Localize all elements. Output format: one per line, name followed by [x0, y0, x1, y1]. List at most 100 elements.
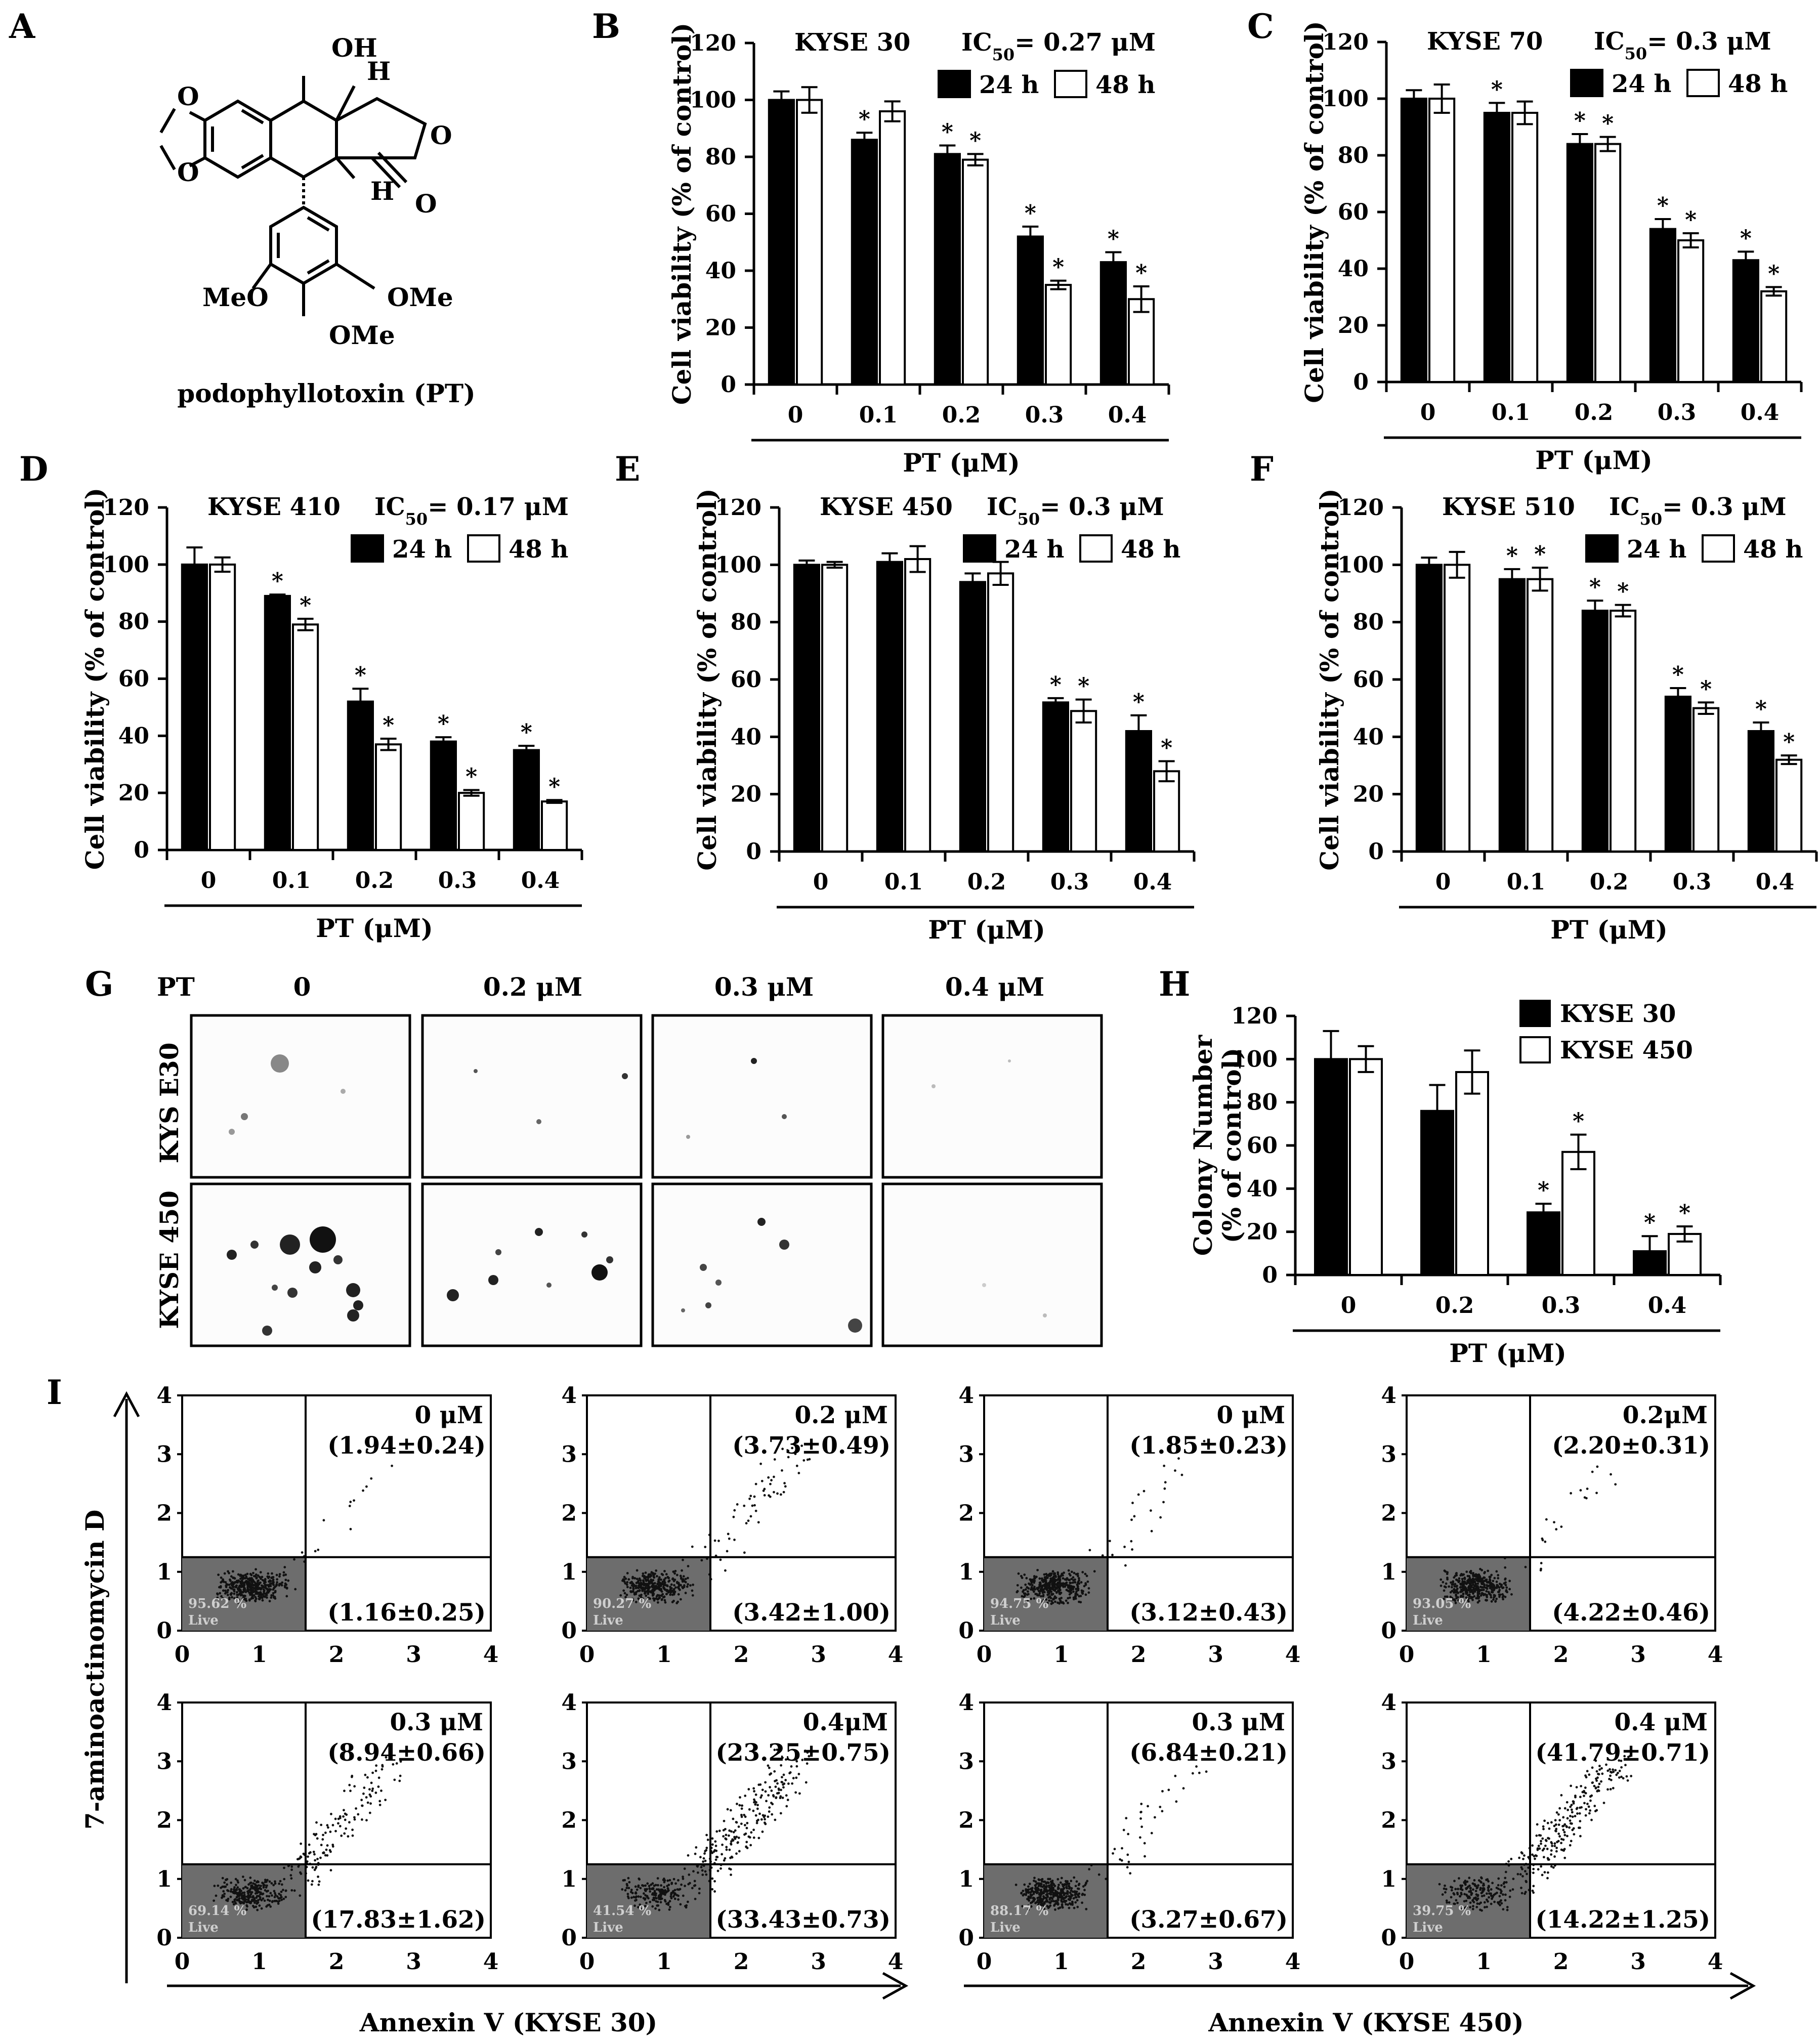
flow-y-tick-label: 4	[156, 1383, 172, 1409]
flow-event-dot	[660, 1572, 663, 1575]
flow-event-dot	[1563, 1830, 1566, 1834]
flow-live-label: Live	[990, 1613, 1021, 1628]
flow-event-dot	[1060, 1597, 1063, 1599]
flow-event-dot	[632, 1586, 635, 1588]
flow-event-dot	[1510, 1593, 1513, 1596]
flow-event-dot	[1571, 1811, 1574, 1814]
flow-event-dot	[1035, 1882, 1038, 1885]
flow-live-percent: 39.75 %	[1413, 1903, 1471, 1919]
flow-event-dot	[1074, 1578, 1076, 1581]
flow-event-dot	[365, 1796, 368, 1799]
flow-event-dot	[257, 1582, 260, 1585]
flow-event-dot	[1028, 1899, 1031, 1902]
flow-event-dot	[213, 1885, 216, 1887]
colony-image-tile	[190, 1182, 411, 1347]
flow-event-dot	[1550, 1865, 1553, 1868]
flow-event-dot	[634, 1892, 638, 1895]
flow-event-dot	[1485, 1599, 1487, 1602]
flow-event-dot	[1064, 1578, 1067, 1581]
flow-event-dot	[340, 1834, 343, 1837]
bar-48-h	[1610, 610, 1637, 853]
flow-event-dot	[1520, 1887, 1522, 1889]
flow-event-dot	[627, 1578, 630, 1581]
flow-event-dot	[1069, 1582, 1072, 1585]
bar-24-h	[264, 594, 291, 851]
flow-event-dot	[806, 1762, 809, 1765]
flow-x-tick-label: 1	[1476, 1949, 1492, 1975]
flow-event-dot	[1477, 1884, 1479, 1887]
flow-event-dot	[667, 1903, 670, 1906]
flow-event-dot	[233, 1577, 236, 1580]
flow-event-dot	[1625, 1775, 1628, 1778]
flow-event-dot	[640, 1593, 643, 1596]
flow-event-dot	[1037, 1899, 1040, 1902]
flow-event-dot	[1614, 1483, 1617, 1486]
flow-event-dot	[637, 1885, 640, 1888]
flow-event-dot	[1534, 1857, 1536, 1860]
flow-event-dot	[1050, 1900, 1053, 1902]
y-tick-label: 80	[731, 610, 761, 635]
molecule-o-3: O	[430, 120, 452, 150]
flow-event-dot	[1600, 1780, 1602, 1783]
flow-event-dot	[1504, 1877, 1507, 1880]
flow-event-dot	[719, 1558, 722, 1561]
flow-event-dot	[306, 1860, 309, 1863]
bar-48-h	[962, 158, 989, 386]
flow-event-dot	[736, 1841, 739, 1844]
flow-event-dot	[667, 1580, 670, 1583]
flow-event-dot	[1049, 1896, 1052, 1899]
flow-event-dot	[1618, 1759, 1621, 1762]
flow-event-dot	[779, 1812, 782, 1815]
flow-event-dot	[237, 1893, 240, 1896]
flow-event-dot	[1480, 1881, 1483, 1884]
flow-event-dot	[355, 1807, 357, 1810]
flow-event-dot	[215, 1894, 218, 1897]
flow-event-dot	[316, 1857, 319, 1860]
flow-event-dot	[1066, 1584, 1069, 1587]
flow-event-dot	[1025, 1891, 1028, 1894]
flow-lower-right-value: (4.22±0.46)	[1552, 1599, 1710, 1627]
flow-event-dot	[1479, 1577, 1482, 1580]
flow-event-dot	[1468, 1895, 1471, 1898]
flow-event-dot	[1057, 1892, 1060, 1895]
flow-event-dot	[1444, 1570, 1447, 1573]
flow-event-dot	[1446, 1901, 1449, 1904]
flow-event-dot	[1504, 1595, 1507, 1598]
flow-event-dot	[1049, 1597, 1052, 1599]
y-tick-label: 120	[690, 30, 736, 56]
flow-event-dot	[1440, 1584, 1443, 1587]
flow-event-dot	[1470, 1596, 1473, 1599]
flow-event-dot	[726, 1808, 729, 1811]
live-gate	[984, 1557, 1108, 1631]
legend-label: 48 h	[1743, 535, 1803, 564]
flow-event-dot	[781, 1756, 784, 1759]
flow-event-dot	[658, 1897, 661, 1900]
flow-event-dot	[1596, 1776, 1599, 1779]
flow-event-dot	[761, 1830, 764, 1833]
flow-event-dot	[759, 1796, 763, 1799]
bar-24-h	[1400, 98, 1428, 383]
flow-event-dot	[252, 1574, 256, 1578]
flow-event-dot	[279, 1896, 282, 1899]
significance-star: *	[1052, 254, 1064, 280]
flow-event-dot	[252, 1594, 256, 1597]
flow-event-dot	[751, 1504, 754, 1507]
flow-event-dot	[1553, 1521, 1555, 1524]
flow-event-dot	[1507, 1860, 1510, 1863]
flow-event-dot	[1465, 1893, 1468, 1896]
flow-event-dot	[282, 1889, 284, 1891]
flow-event-dot	[1139, 1817, 1142, 1820]
flow-event-dot	[267, 1577, 270, 1580]
flow-event-dot	[801, 1759, 804, 1761]
dioxole-bond	[189, 111, 206, 122]
flow-event-dot	[773, 1770, 776, 1773]
flow-event-dot	[260, 1888, 263, 1891]
flow-dose-label: 0.4 μM	[1614, 1709, 1708, 1736]
flow-event-dot	[654, 1907, 657, 1910]
flow-event-dot	[795, 1464, 798, 1467]
flow-event-dot	[649, 1900, 652, 1903]
flow-event-dot	[1461, 1578, 1464, 1581]
flow-event-dot	[685, 1906, 688, 1909]
flow-event-dot	[1585, 1497, 1588, 1500]
